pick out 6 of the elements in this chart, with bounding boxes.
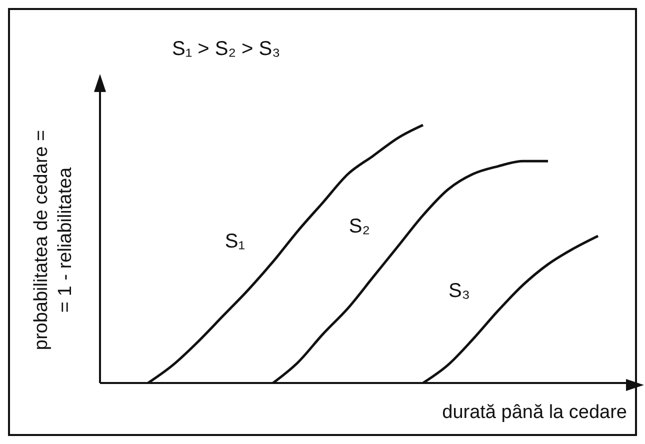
series-label: S₃	[448, 280, 470, 302]
series-label: S₁	[224, 230, 246, 253]
x-axis-title: durată până la cedare	[442, 402, 627, 424]
text: S₁ > S₂ > S₃	[172, 38, 280, 61]
y-axis-title: probabilitatea de cedare = = 1 - reliabilitatea	[30, 128, 77, 352]
series-label: S₂	[348, 215, 370, 238]
